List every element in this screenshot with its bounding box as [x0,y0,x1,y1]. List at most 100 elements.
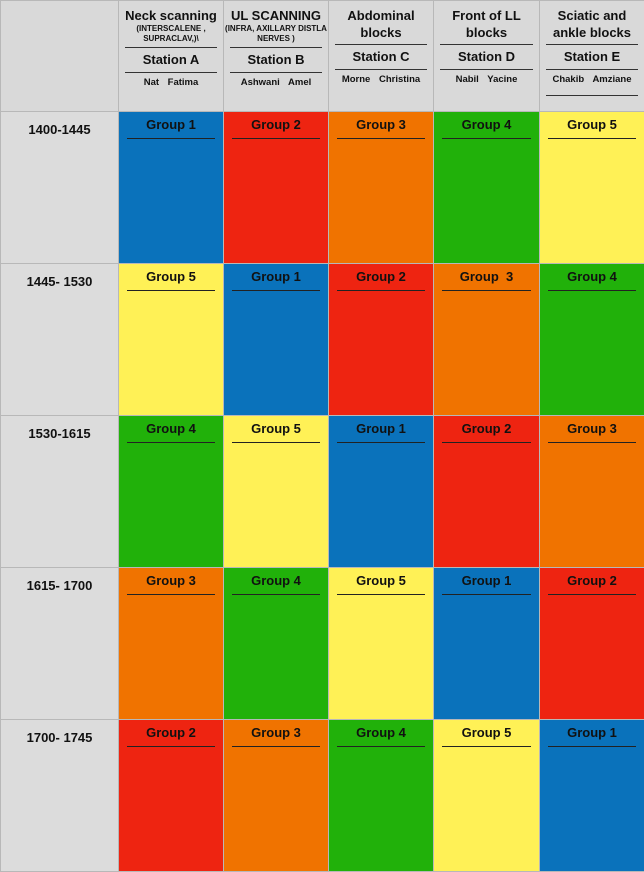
divider [440,44,533,45]
underline [442,442,531,443]
underline [442,138,531,139]
group-label: Group 1 [540,720,644,740]
time-slot: 1400-1445 [1,112,119,264]
group-label: Group 4 [434,112,539,132]
group-cell: Group 1 [434,568,540,720]
divider [546,44,638,45]
underline [548,138,636,139]
underline [548,746,636,747]
divider [335,69,427,70]
group-cell: Group 3 [119,568,224,720]
station-title: Abdominal blocks [329,1,433,41]
station-title: Sciatic and ankle blocks [540,1,644,41]
station-header: Front of LL blocks Station D Nabil Yacine [434,1,540,112]
instructor-names: Ashwani Amel [224,76,328,90]
underline [232,746,320,747]
underline [127,746,215,747]
group-cell: Group 5 [434,720,540,872]
group-label: Group 4 [119,416,223,436]
group-label: Group 4 [329,720,433,740]
time-slot: 1530-1615 [1,416,119,568]
group-cell: Group 1 [329,416,434,568]
group-label: Group 3 [329,112,433,132]
underline [337,138,425,139]
divider [546,69,638,70]
underline [442,290,531,291]
underline [127,138,215,139]
group-cell: Group 4 [434,112,540,264]
station-subtitle: (INFRA, AXILLARY DISTLA NERVES ) [224,24,328,44]
group-label: Group 3 [434,264,539,284]
station-title: Front of LL blocks [434,1,539,41]
group-label: Group 1 [329,416,433,436]
underline [232,138,320,139]
underline [232,442,320,443]
group-cell: Group 3 [224,720,329,872]
group-cell: Group 4 [329,720,434,872]
underline [127,594,215,595]
underline [442,594,531,595]
station-subtitle: (INTERSCALENE , SUPRACLAV,)\ [119,24,223,44]
instructor-names: Morne Christina [329,73,433,87]
underline [127,442,215,443]
station-label: Station A [119,51,223,69]
underline [232,594,320,595]
group-label: Group 2 [119,720,223,740]
underline [337,594,425,595]
instructor-names: Chakib Amziane [540,73,644,87]
time-slot: 1445- 1530 [1,264,119,416]
underline [548,290,636,291]
instructor-names: Nat Fatima [119,76,223,90]
group-cell: Group 5 [224,416,329,568]
underline [232,290,320,291]
group-cell: Group 2 [434,416,540,568]
divider [230,47,322,48]
group-label: Group 3 [224,720,328,740]
instructor-names: Nabil Yacine [434,73,539,87]
group-label: Group 2 [434,416,539,436]
group-label: Group 2 [224,112,328,132]
group-label: Group 1 [119,112,223,132]
time-slot: 1700- 1745 [1,720,119,872]
group-cell: Group 2 [540,568,644,720]
station-label: Station D [434,48,539,66]
group-label: Group 2 [540,568,644,588]
group-cell: Group 1 [119,112,224,264]
group-cell: Group 3 [540,416,644,568]
group-label: Group 1 [224,264,328,284]
group-label: Group 3 [540,416,644,436]
group-cell: Group 5 [119,264,224,416]
station-header: UL SCANNING(INFRA, AXILLARY DISTLA NERVE… [224,1,329,112]
underline [337,746,425,747]
group-cell: Group 2 [119,720,224,872]
time-slot: 1615- 1700 [1,568,119,720]
group-cell: Group 1 [224,264,329,416]
group-label: Group 5 [434,720,539,740]
group-cell: Group 2 [224,112,329,264]
group-label: Group 5 [224,416,328,436]
station-label: Station B [224,51,328,69]
station-header: Sciatic and ankle blocks Station E Chakib … [540,1,644,112]
group-cell: Group 3 [434,264,540,416]
station-label: Station E [540,48,644,66]
corner-cell [1,1,119,112]
group-cell: Group 3 [329,112,434,264]
divider [125,47,217,48]
underline [548,442,636,443]
group-cell: Group 4 [224,568,329,720]
group-cell: Group 4 [540,264,644,416]
divider [230,72,322,73]
group-label: Group 4 [540,264,644,284]
group-cell: Group 1 [540,720,644,872]
group-label: Group 1 [434,568,539,588]
station-title: UL SCANNING [224,1,328,24]
group-label: Group 5 [540,112,644,132]
group-label: Group 3 [119,568,223,588]
underline [337,442,425,443]
